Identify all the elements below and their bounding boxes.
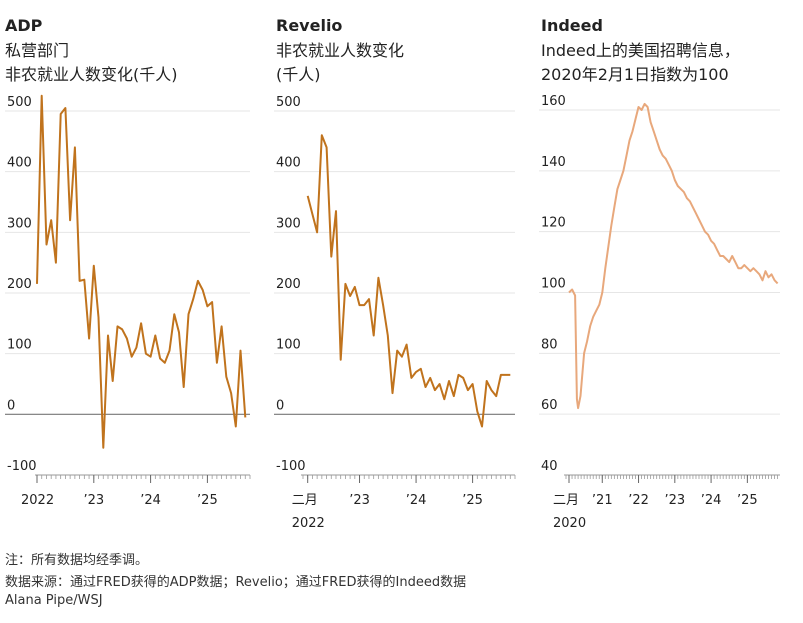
ytick-label-indeed-4: 80 [541,337,558,352]
xtick-label-indeed-2: ’22 [628,493,649,508]
panel-title-indeed: Indeed [541,16,603,35]
xtick-label-revelio-3: ’25 [462,493,483,508]
xtick-label-adp-2: ’24 [140,493,161,508]
ytick-label-revelio-2: 300 [276,216,301,231]
panel-subtitle-revelio-line1: 非农就业人数变化 [276,41,405,60]
series-line-adp-0 [36,94,247,449]
ytick-label-indeed-3: 100 [541,277,566,292]
ytick-label-indeed-0: 160 [541,94,566,109]
ytick-label-adp-2: 300 [7,216,32,231]
panel-subtitle-revelio-line2: (千人) [276,65,321,84]
xtick-label-adp-3: ’25 [197,493,218,508]
panel-subtitle-indeed-line2: 2020年2月1日指数为100 [541,65,729,84]
ytick-label-adp-0: 500 [7,95,32,110]
ytick-label-indeed-1: 140 [541,155,566,170]
ytick-label-revelio-6: -100 [276,459,306,474]
xtick-label-indeed-3: ’23 [664,493,685,508]
ytick-label-indeed-6: 40 [541,459,558,474]
panel-title-adp: ADP [5,16,43,35]
ytick-label-revelio-5: 0 [276,398,284,413]
ytick-label-adp-6: -100 [7,459,37,474]
ytick-label-indeed-5: 60 [541,398,558,413]
panel-subtitle-adp-line2: 非农就业人数变化(千人) [5,65,178,84]
footer-source: 数据来源：通过FRED获得的ADP数据；Revelio；通过FRED获得的Ind… [5,575,467,590]
ytick-label-adp-5: 0 [7,398,15,413]
xtick-label-indeed-1: ’21 [592,493,613,508]
xtick-label-adp-1: ’23 [83,493,104,508]
series-line-revelio-0 [306,134,511,428]
footer-credit: Alana Pipe/WSJ [5,593,103,608]
xtick-label-indeed-5: ’25 [737,493,758,508]
panel-subtitle-indeed-line1: Indeed上的美国招聘信息， [541,41,740,60]
footer-note: 注：所有数据均经季调。 [5,553,149,568]
ytick-label-revelio-0: 500 [276,95,301,110]
xtick-label2-revelio-0: 2022 [292,516,325,531]
ytick-label-revelio-3: 200 [276,277,301,292]
xtick-label-indeed-0: 二月 [553,493,579,508]
xtick-label-indeed-4: ’24 [701,493,722,508]
xtick-label2-indeed-0: 2020 [553,516,586,531]
xtick-label-adp-0: 2022 [21,493,54,508]
ytick-label-adp-3: 200 [7,277,32,292]
ytick-label-adp-1: 400 [7,156,32,171]
panel-subtitle-adp-line1: 私营部门 [5,41,70,60]
ytick-label-revelio-1: 400 [276,156,301,171]
ytick-label-adp-4: 100 [7,338,32,353]
xtick-label-revelio-0: 二月 [292,493,318,508]
panel-title-revelio: Revelio [276,16,343,35]
xtick-label-revelio-1: ’23 [349,493,370,508]
ytick-label-indeed-2: 120 [541,216,566,231]
xtick-label-revelio-2: ’24 [406,493,427,508]
ytick-label-revelio-4: 100 [276,338,301,353]
series-line-indeed-0 [568,102,779,410]
